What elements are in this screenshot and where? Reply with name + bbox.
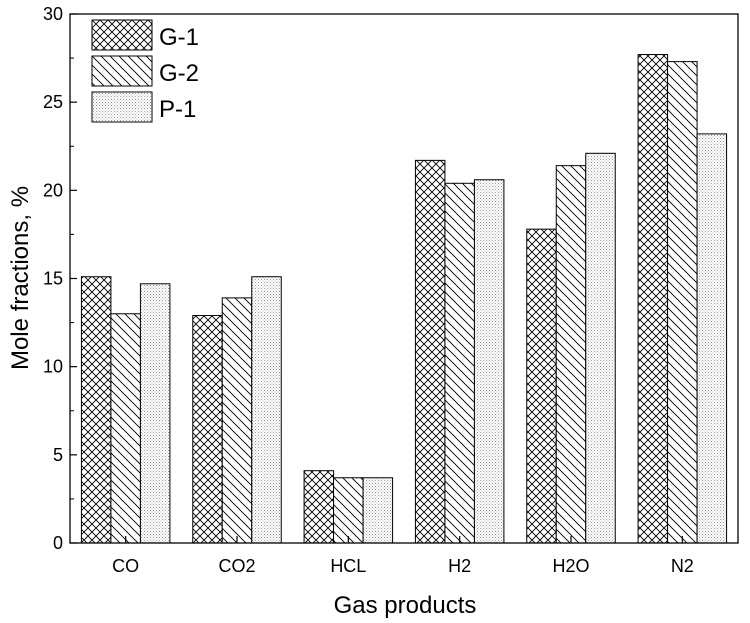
legend: G-1 G-2 P-1 [91,19,199,123]
x-tick-label-h2: H2 [448,556,471,576]
ticks-layer: 0 5 10 15 20 25 30 CO CO2 HCL H2 H2O N2 [43,4,694,576]
legend-swatch-g-1 [91,19,153,51]
y-tick-label: 20 [43,180,63,200]
y-tick-label: 15 [43,269,63,289]
bar-p-1-h2 [473,179,505,544]
x-tick-label-co: CO [112,556,139,576]
y-axis-title: Mole fractions, % [7,186,34,370]
bar-g-2-hcl [333,477,364,544]
y-tick-label: 5 [53,445,63,465]
legend-swatch-g-2 [91,55,153,87]
bar-p-1-h2o [585,152,616,544]
bar-g-2-n2 [667,61,698,544]
y-tick-label: 30 [43,4,63,24]
bar-g-1-h2o [526,228,557,544]
bar-g-2-co2 [221,297,253,544]
bar-g-1-co2 [192,315,223,544]
bar-g-2-co [110,313,141,544]
legend-label-p-1: P-1 [159,96,196,123]
x-axis-title: Gas products [334,592,477,619]
bar-g-2-h2o [555,165,587,544]
x-tick-label-co2: CO2 [218,556,255,576]
bar-p-1-co [139,283,171,544]
bar-g-1-n2 [637,54,669,544]
bar-p-1-n2 [696,133,728,544]
legend-swatch-p-1 [91,91,153,123]
bar-p-1-hcl [362,477,394,544]
x-tick-label-n2: N2 [671,556,694,576]
x-tick-label-h2o: H2O [552,556,589,576]
x-tick-label-hcl: HCL [330,556,366,576]
y-tick-label: 10 [43,357,63,377]
legend-label-g-2: G-2 [159,60,199,87]
legend-label-g-1: G-1 [159,24,199,51]
bar-g-2-h2 [444,182,475,544]
bar-p-1-co2 [251,276,282,544]
bar-g-1-hcl [303,470,335,544]
bar-g-1-co [80,276,112,544]
bar-g-1-h2 [414,159,446,544]
bars-layer [80,54,728,544]
y-tick-label: 25 [43,92,63,112]
y-tick-label: 0 [53,533,63,553]
